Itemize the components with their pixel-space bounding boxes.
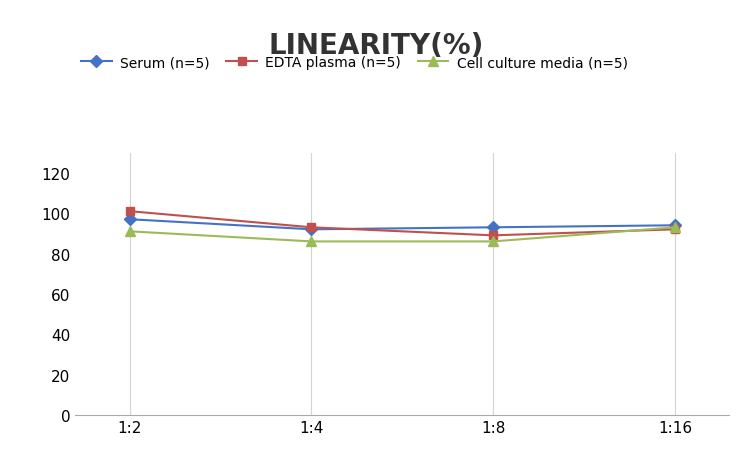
Cell culture media (n=5)	[489, 239, 498, 244]
EDTA plasma (n=5)	[489, 233, 498, 239]
Serum (n=5)	[671, 223, 680, 229]
Cell culture media (n=5)	[125, 229, 134, 235]
Text: LINEARITY(%): LINEARITY(%)	[268, 32, 484, 60]
Cell culture media (n=5)	[671, 225, 680, 230]
Serum (n=5)	[307, 227, 316, 233]
Serum (n=5)	[489, 225, 498, 230]
EDTA plasma (n=5)	[125, 209, 134, 214]
Legend: Serum (n=5), EDTA plasma (n=5), Cell culture media (n=5): Serum (n=5), EDTA plasma (n=5), Cell cul…	[76, 51, 633, 75]
Line: EDTA plasma (n=5): EDTA plasma (n=5)	[126, 207, 679, 240]
Cell culture media (n=5)	[307, 239, 316, 244]
EDTA plasma (n=5)	[307, 225, 316, 230]
Line: Cell culture media (n=5): Cell culture media (n=5)	[125, 223, 680, 247]
EDTA plasma (n=5)	[671, 227, 680, 233]
Serum (n=5)	[125, 217, 134, 222]
Line: Serum (n=5): Serum (n=5)	[126, 216, 679, 234]
